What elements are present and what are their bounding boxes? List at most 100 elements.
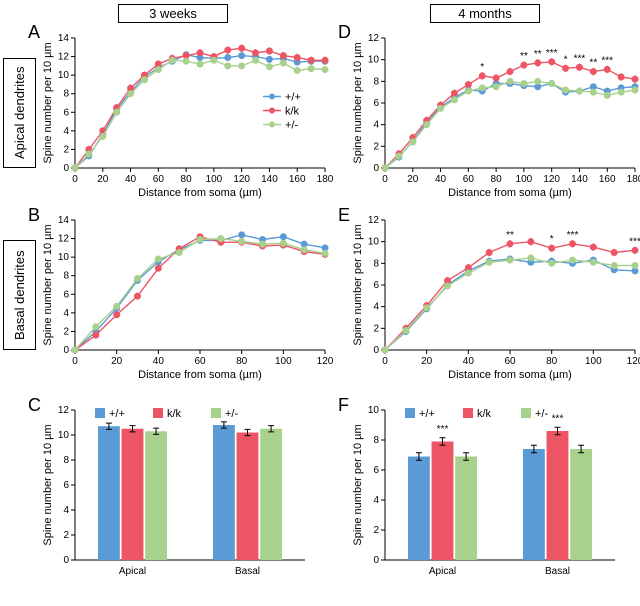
svg-text:k/k: k/k	[167, 408, 182, 420]
svg-text:2: 2	[63, 326, 69, 337]
svg-text:10: 10	[58, 430, 70, 441]
svg-text:Basal: Basal	[545, 566, 570, 577]
svg-text:+/-: +/-	[225, 408, 238, 420]
svg-text:*: *	[564, 54, 568, 65]
panel-D: 024681012020406080100120140160180Distanc…	[350, 28, 640, 203]
svg-text:6: 6	[373, 465, 379, 476]
svg-text:0: 0	[63, 555, 69, 566]
svg-text:+/-: +/-	[285, 120, 298, 132]
svg-text:180: 180	[317, 174, 334, 185]
svg-text:***: ***	[629, 236, 640, 247]
svg-text:0: 0	[63, 163, 69, 174]
svg-text:Distance from soma (µm): Distance from soma (µm)	[448, 187, 572, 199]
svg-text:20: 20	[97, 174, 109, 185]
panel-F: 0246810Spine number per 10 µmApical***Ba…	[350, 400, 640, 600]
svg-text:12: 12	[58, 52, 70, 63]
svg-text:Spine number per 10 µm: Spine number per 10 µm	[42, 224, 54, 345]
svg-text:0: 0	[373, 555, 379, 566]
svg-text:***: ***	[437, 424, 449, 435]
svg-text:0: 0	[72, 174, 78, 185]
svg-text:8: 8	[63, 89, 69, 100]
svg-text:10: 10	[368, 405, 380, 416]
svg-text:10: 10	[368, 237, 380, 248]
svg-text:0: 0	[373, 345, 379, 356]
svg-text:*: *	[480, 62, 484, 73]
svg-text:Spine number per 10 µm: Spine number per 10 µm	[352, 42, 364, 163]
svg-text:0: 0	[382, 356, 388, 367]
svg-text:**: **	[534, 49, 542, 60]
svg-text:14: 14	[58, 33, 70, 44]
svg-text:60: 60	[463, 174, 475, 185]
svg-text:12: 12	[58, 234, 70, 245]
svg-text:6: 6	[63, 107, 69, 118]
svg-text:6: 6	[373, 280, 379, 291]
svg-text:6: 6	[63, 289, 69, 300]
svg-text:k/k: k/k	[285, 106, 300, 118]
svg-text:20: 20	[111, 356, 123, 367]
col-header-4months: 4 months	[430, 4, 540, 23]
svg-text:8: 8	[373, 76, 379, 87]
panel-letter-B: B	[28, 205, 40, 226]
svg-text:***: ***	[546, 48, 558, 59]
svg-text:120: 120	[317, 356, 334, 367]
svg-text:10: 10	[368, 55, 380, 66]
svg-text:8: 8	[373, 435, 379, 446]
svg-text:+/+: +/+	[285, 92, 301, 104]
svg-text:100: 100	[585, 356, 602, 367]
svg-text:180: 180	[627, 174, 640, 185]
svg-text:0: 0	[382, 174, 388, 185]
svg-text:+/+: +/+	[109, 408, 125, 420]
svg-text:2: 2	[63, 530, 69, 541]
svg-text:0: 0	[373, 163, 379, 174]
panel-A: 02468101214020406080100120140160180Dista…	[40, 28, 340, 203]
svg-text:80: 80	[491, 174, 503, 185]
svg-text:2: 2	[373, 141, 379, 152]
svg-text:60: 60	[153, 174, 165, 185]
svg-text:14: 14	[58, 215, 70, 226]
svg-text:4: 4	[373, 495, 379, 506]
svg-text:6: 6	[373, 98, 379, 109]
svg-text:***: ***	[601, 55, 613, 66]
panel-C: 024681012Spine number per 10 µmApicalBas…	[40, 400, 340, 600]
panel-letter-A: A	[28, 22, 40, 43]
svg-text:0: 0	[72, 356, 78, 367]
svg-text:80: 80	[181, 174, 193, 185]
svg-text:4: 4	[63, 505, 69, 516]
svg-text:***: ***	[567, 230, 579, 241]
svg-text:100: 100	[516, 174, 533, 185]
svg-text:+/+: +/+	[419, 408, 435, 420]
svg-text:k/k: k/k	[477, 408, 492, 420]
svg-text:8: 8	[373, 258, 379, 269]
svg-text:Apical: Apical	[429, 566, 456, 577]
svg-text:2: 2	[63, 144, 69, 155]
svg-text:80: 80	[546, 356, 558, 367]
svg-text:4: 4	[373, 302, 379, 313]
svg-text:**: **	[520, 51, 528, 62]
svg-text:8: 8	[63, 271, 69, 282]
svg-text:160: 160	[599, 174, 616, 185]
svg-text:2: 2	[373, 323, 379, 334]
svg-text:6: 6	[63, 480, 69, 491]
svg-text:12: 12	[368, 215, 380, 226]
svg-text:4: 4	[63, 126, 69, 137]
svg-text:Spine number per 10 µm: Spine number per 10 µm	[352, 224, 364, 345]
svg-text:140: 140	[261, 174, 278, 185]
svg-text:10: 10	[58, 252, 70, 263]
svg-text:80: 80	[236, 356, 248, 367]
svg-text:12: 12	[368, 33, 380, 44]
svg-text:40: 40	[125, 174, 137, 185]
svg-text:120: 120	[543, 174, 560, 185]
svg-text:8: 8	[63, 455, 69, 466]
svg-text:Apical: Apical	[119, 566, 146, 577]
svg-text:40: 40	[153, 356, 165, 367]
svg-text:40: 40	[463, 356, 475, 367]
svg-text:60: 60	[504, 356, 516, 367]
row-header-basal: Basal dendrites	[3, 240, 36, 350]
panel-E: 024681012020406080100120Distance from so…	[350, 210, 640, 385]
svg-text:Spine number per 10 µm: Spine number per 10 µm	[352, 424, 364, 545]
svg-text:Spine number per 10 µm: Spine number per 10 µm	[42, 42, 54, 163]
svg-text:120: 120	[233, 174, 250, 185]
svg-text:20: 20	[421, 356, 433, 367]
svg-text:100: 100	[206, 174, 223, 185]
svg-text:***: ***	[552, 413, 564, 424]
